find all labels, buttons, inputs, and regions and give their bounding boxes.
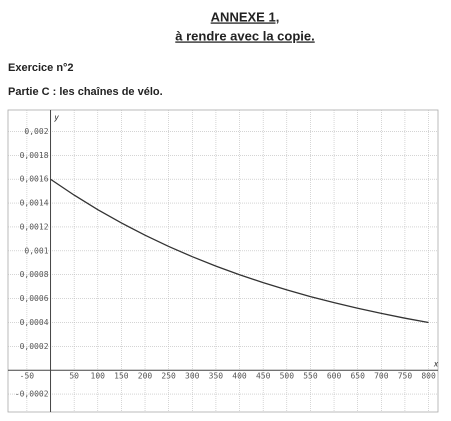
chart-frame xyxy=(7,109,439,413)
y-tick-label: 0,0018 xyxy=(20,151,49,160)
x-tick-label: 250 xyxy=(161,372,176,381)
exercise: Exercice n°2 xyxy=(8,62,74,74)
y-tick-label: 0,0006 xyxy=(20,294,49,303)
y-tick-label: 0,0016 xyxy=(20,175,49,184)
y-tick-label: 0,001 xyxy=(24,246,48,255)
x-tick-label: 150 xyxy=(114,372,129,381)
x-tick-label: 200 xyxy=(138,372,153,381)
y-tick-label: 0,0002 xyxy=(20,342,49,351)
x-tick-label: 650 xyxy=(350,372,365,381)
title: ANNEXE 1, xyxy=(211,9,280,24)
x-tick-label: 450 xyxy=(256,372,271,381)
y-tick-label: 0,0004 xyxy=(20,318,49,327)
y-tick-label: 0,0008 xyxy=(20,270,49,279)
y-tick-label: 0,0012 xyxy=(20,222,49,231)
y-axis-label: y xyxy=(54,113,60,122)
subtitle: à rendre avec la copie. xyxy=(175,28,314,43)
curve xyxy=(50,178,429,324)
x-tick-label: 400 xyxy=(232,372,247,381)
x-axis-label: x xyxy=(433,359,439,368)
x-tick-label: 500 xyxy=(280,372,295,381)
part: Partie C : les chaînes de vélo. xyxy=(8,86,163,98)
y-tick-label: -0,0002 xyxy=(15,390,49,399)
x-tick-label: 800 xyxy=(421,372,436,381)
x-tick-label: 100 xyxy=(91,372,106,381)
x-tick-label: 550 xyxy=(303,372,318,381)
x-tick-label: 750 xyxy=(398,372,413,381)
x-tick-label: 300 xyxy=(185,372,200,381)
x-tick-label: 700 xyxy=(374,372,389,381)
y-tick-label: 0,002 xyxy=(24,127,48,136)
x-tick-label: 350 xyxy=(209,372,224,381)
x-tick-label: 50 xyxy=(69,372,79,381)
x-tick-label: -50 xyxy=(20,372,35,381)
y-tick-label: 0,0014 xyxy=(20,199,49,208)
x-tick-label: 600 xyxy=(327,372,342,381)
